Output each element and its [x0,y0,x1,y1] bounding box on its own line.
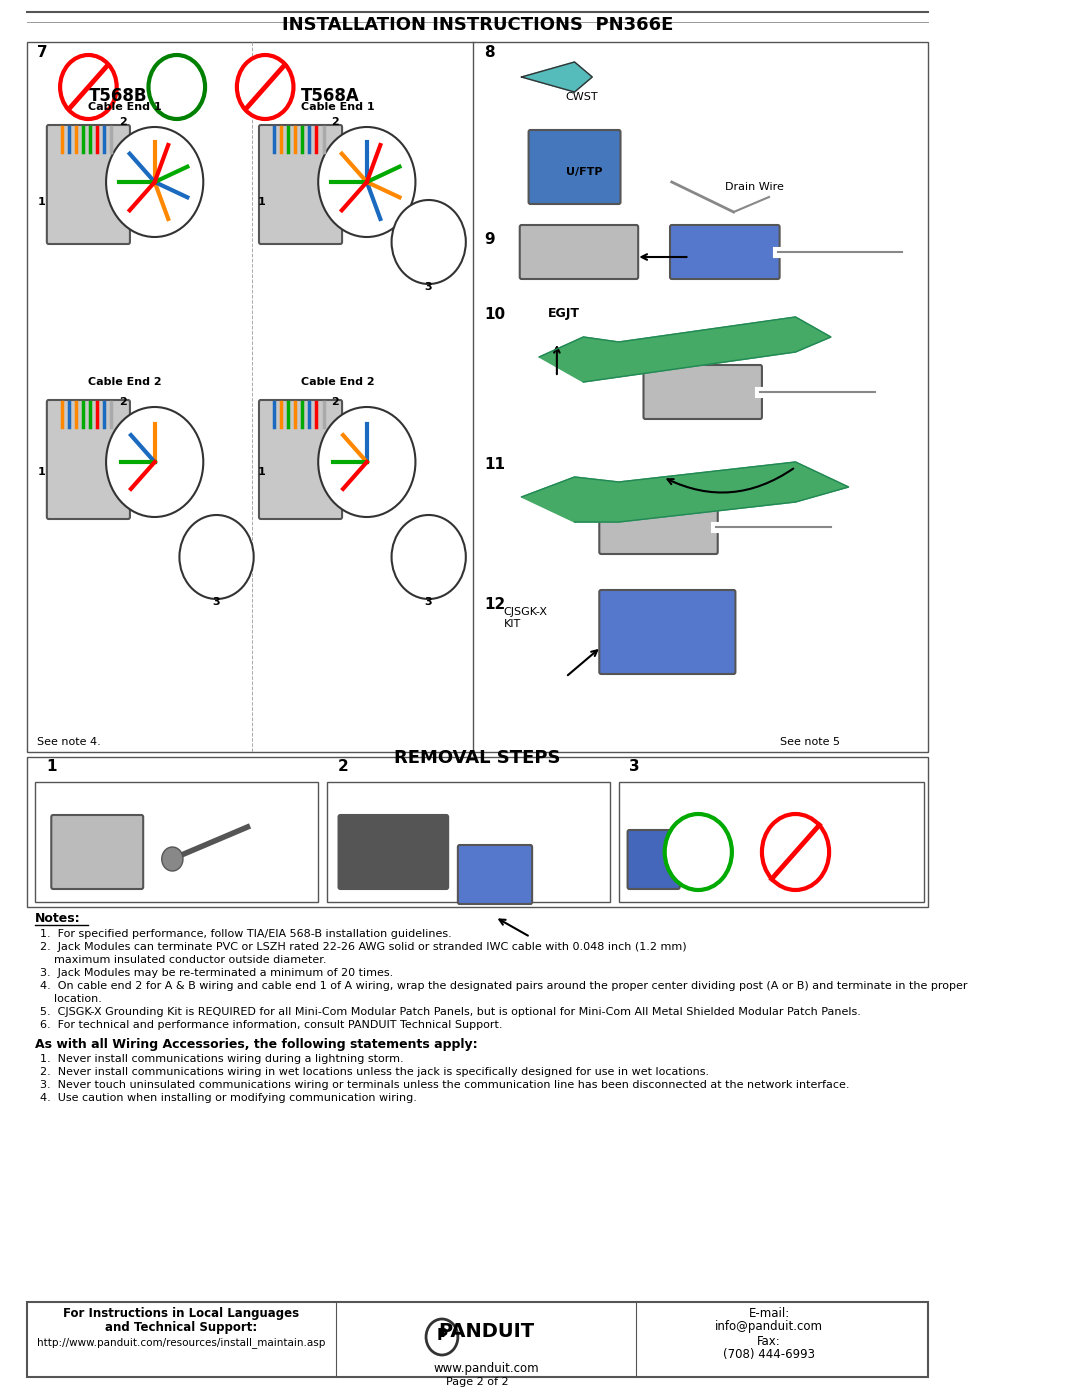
Text: 1: 1 [258,467,266,476]
FancyBboxPatch shape [599,590,735,673]
Text: As with all Wiring Accessories, the following statements apply:: As with all Wiring Accessories, the foll… [36,1038,478,1051]
Text: info@panduit.com: info@panduit.com [715,1320,823,1333]
Text: 11: 11 [485,457,505,472]
Text: PANDUIT: PANDUIT [438,1322,535,1341]
FancyBboxPatch shape [519,225,638,279]
Text: (708) 444-6993: (708) 444-6993 [723,1348,815,1361]
FancyBboxPatch shape [51,814,144,888]
Bar [36,782,319,902]
Circle shape [664,814,732,890]
Text: Cable End 1: Cable End 1 [89,102,162,112]
Text: 2.  Never install communications wiring in wet locations unless the jack is spec: 2. Never install communications wiring i… [40,1067,708,1077]
Text: CJSGK-X
KIT: CJSGK-X KIT [504,608,548,629]
Text: T568B: T568B [89,87,147,105]
Text: See note 4.: See note 4. [37,738,100,747]
Text: Cable End 2: Cable End 2 [89,377,162,387]
Text: location.: location. [40,995,102,1004]
FancyBboxPatch shape [599,500,718,555]
Text: 2: 2 [119,117,127,127]
Text: 1.  For specified performance, follow TIA/EIA 568-B installation guidelines.: 1. For specified performance, follow TIA… [40,929,451,939]
Text: Notes:: Notes: [36,912,81,925]
Polygon shape [522,462,849,522]
Circle shape [392,200,465,284]
Text: 1: 1 [38,197,45,207]
Text: 3: 3 [424,597,432,608]
Circle shape [319,127,416,237]
Circle shape [106,407,203,517]
Text: 1: 1 [46,759,56,774]
Text: See note 5: See note 5 [780,738,840,747]
Text: Cable End 1: Cable End 1 [300,102,374,112]
Text: 4.  Use caution when installing or modifying communication wiring.: 4. Use caution when installing or modify… [40,1092,417,1104]
Text: 9: 9 [485,232,495,247]
FancyBboxPatch shape [670,225,780,279]
Text: 5.  CJSGK-X Grounding Kit is REQUIRED for all Mini-Com Modular Patch Panels, but: 5. CJSGK-X Grounding Kit is REQUIRED for… [40,1007,861,1017]
Text: 3: 3 [630,759,640,774]
FancyBboxPatch shape [259,124,342,244]
Text: http://www.panduit.com/resources/install_maintain.asp: http://www.panduit.com/resources/install… [37,1337,325,1348]
Text: Drain Wire: Drain Wire [725,182,784,191]
Text: P: P [436,1329,447,1343]
FancyBboxPatch shape [458,845,532,904]
Text: E-mail:: E-mail: [748,1308,789,1320]
Text: 12: 12 [485,597,505,612]
Circle shape [148,54,205,119]
Circle shape [761,814,829,890]
Text: maximum insulated conductor outside diameter.: maximum insulated conductor outside diam… [40,956,326,965]
Text: 3: 3 [212,597,219,608]
Text: 7: 7 [37,45,48,60]
Bar [27,1302,928,1377]
FancyBboxPatch shape [46,400,130,520]
Text: 1: 1 [258,197,266,207]
Polygon shape [522,61,592,92]
Text: REMOVAL STEPS: REMOVAL STEPS [394,749,561,767]
Circle shape [319,407,416,517]
Circle shape [162,847,183,870]
Text: 2: 2 [338,759,349,774]
FancyBboxPatch shape [46,124,130,244]
Circle shape [179,515,254,599]
Text: U/FTP: U/FTP [566,168,603,177]
Text: 3.  Never touch uninsulated communications wiring or terminals unless the commun: 3. Never touch uninsulated communication… [40,1080,849,1090]
Circle shape [426,1319,458,1355]
FancyBboxPatch shape [338,814,448,888]
Text: Cable End 2: Cable End 2 [300,377,374,387]
Circle shape [106,127,203,237]
Bar [327,782,610,902]
Bar [27,757,928,907]
Text: and Technical Support:: and Technical Support: [105,1322,257,1334]
FancyBboxPatch shape [644,365,761,419]
Text: 6.  For technical and performance information, consult PANDUIT Technical Support: 6. For technical and performance informa… [40,1020,502,1030]
Text: 2: 2 [332,397,339,407]
Text: 10: 10 [485,307,505,321]
Text: www.panduit.com: www.panduit.com [433,1362,539,1375]
Circle shape [60,54,117,119]
Text: CWST: CWST [566,92,598,102]
Text: 2: 2 [332,117,339,127]
Text: Page 2 of 2: Page 2 of 2 [446,1377,509,1387]
Bar [27,42,928,752]
Text: 4.  On cable end 2 for A & B wiring and cable end 1 of A wiring, wrap the design: 4. On cable end 2 for A & B wiring and c… [40,981,968,990]
Text: T568A: T568A [300,87,360,105]
Text: 1: 1 [38,467,45,476]
Text: 2: 2 [119,397,127,407]
Text: EGJT: EGJT [548,307,580,320]
Text: 8: 8 [485,45,495,60]
Text: INSTALLATION INSTRUCTIONS  PN366E: INSTALLATION INSTRUCTIONS PN366E [282,15,673,34]
Polygon shape [539,317,831,381]
Text: 2.  Jack Modules can terminate PVC or LSZH rated 22-26 AWG solid or stranded IWC: 2. Jack Modules can terminate PVC or LSZ… [40,942,687,951]
Text: Fax:: Fax: [757,1336,781,1348]
Text: For Instructions in Local Languages: For Instructions in Local Languages [63,1308,299,1320]
Circle shape [237,54,294,119]
FancyBboxPatch shape [528,130,621,204]
FancyBboxPatch shape [627,830,679,888]
Text: 1.  Never install communications wiring during a lightning storm.: 1. Never install communications wiring d… [40,1053,404,1065]
Circle shape [392,515,465,599]
Text: 3.  Jack Modules may be re-terminated a minimum of 20 times.: 3. Jack Modules may be re-terminated a m… [40,968,393,978]
Bar [619,782,923,902]
Text: 3: 3 [424,282,432,292]
FancyBboxPatch shape [259,400,342,520]
